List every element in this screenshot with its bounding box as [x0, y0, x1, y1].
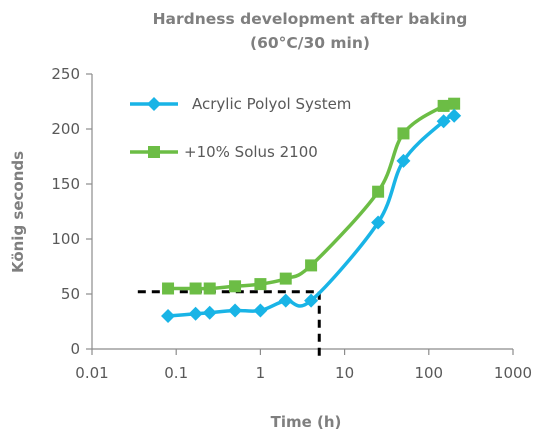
- x-axis-title: Time (h): [271, 413, 342, 431]
- data-point: [188, 306, 203, 321]
- x-tick-label: 1000: [494, 364, 532, 382]
- data-point: [397, 127, 410, 140]
- data-point: [279, 272, 292, 285]
- y-tick-label: 0: [70, 340, 80, 358]
- data-series: [161, 97, 462, 323]
- y-tick-label: 250: [51, 65, 80, 83]
- data-point: [372, 185, 385, 198]
- legend: Acrylic Polyol System +10% Solus 2100: [130, 95, 351, 161]
- x-tick-label: 1: [256, 364, 266, 382]
- data-point: [304, 293, 319, 308]
- data-point: [202, 305, 217, 320]
- data-point: [228, 303, 243, 318]
- y-axis-title: König seconds: [9, 151, 27, 273]
- data-point: [371, 215, 386, 230]
- data-point: [203, 282, 216, 295]
- axes: 0 50 100 150 200 250 0.01 0.1 1 10 100 1000: [51, 65, 532, 382]
- chart-title: Hardness development after baking: [153, 10, 468, 28]
- data-point: [436, 114, 451, 129]
- legend-item: +10% Solus 2100: [130, 143, 318, 161]
- legend-swatch-marker: [147, 97, 161, 111]
- data-point: [162, 282, 175, 295]
- data-point: [253, 303, 268, 318]
- legend-label: +10% Solus 2100: [184, 143, 318, 161]
- y-tick-label: 200: [51, 120, 80, 138]
- legend-label: Acrylic Polyol System: [192, 95, 351, 113]
- data-point: [396, 153, 411, 168]
- x-tick-label: 0.1: [164, 364, 188, 382]
- y-tick-label: 100: [51, 230, 80, 248]
- data-point: [161, 309, 176, 323]
- y-tick-label: 150: [51, 175, 80, 193]
- data-point: [448, 97, 461, 110]
- y-tick-label: 50: [61, 285, 80, 303]
- data-point: [229, 280, 242, 293]
- data-point: [447, 108, 462, 123]
- x-tick-label: 0.01: [75, 364, 108, 382]
- legend-item: Acrylic Polyol System: [130, 95, 351, 113]
- data-point: [437, 99, 450, 112]
- series-acrylic-polyol: [161, 108, 462, 323]
- data-point: [305, 259, 318, 272]
- data-point: [254, 278, 267, 291]
- data-point: [278, 293, 293, 308]
- series-solus-2100: [162, 97, 461, 295]
- legend-swatch-marker: [148, 146, 160, 158]
- data-point: [189, 282, 202, 295]
- x-tick-label: 10: [335, 364, 354, 382]
- x-tick-label: 100: [414, 364, 443, 382]
- chart-subtitle: (60°C/30 min): [250, 34, 370, 52]
